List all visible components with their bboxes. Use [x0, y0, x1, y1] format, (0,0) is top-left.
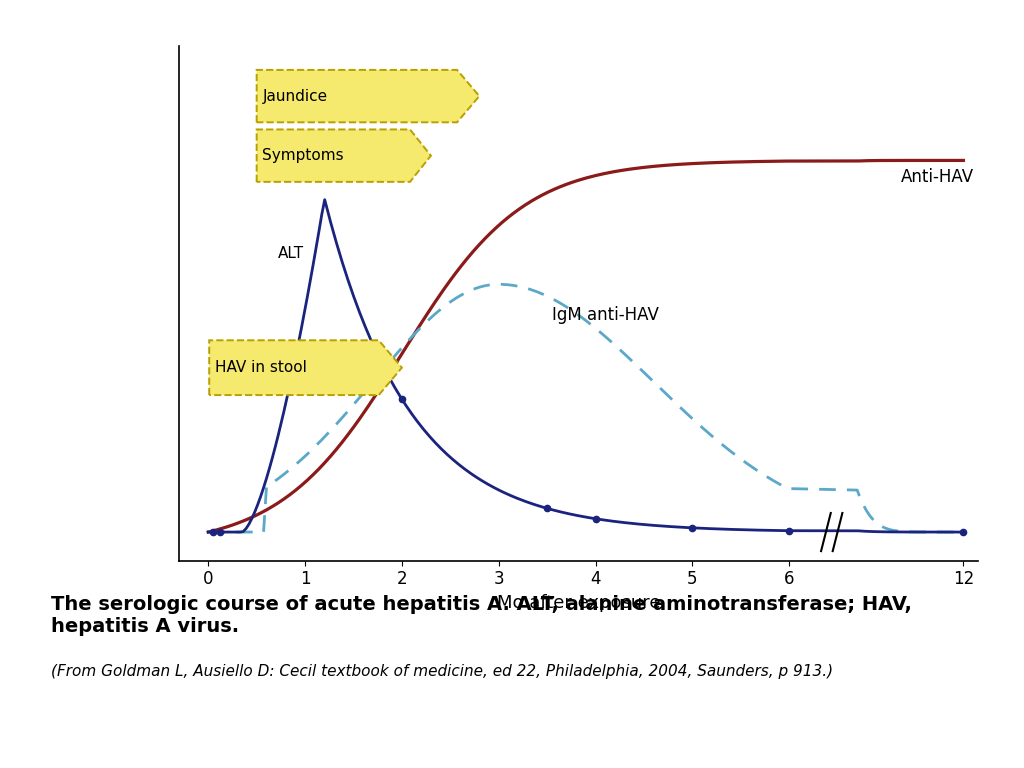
- Text: The serologic course of acute hepatitis A. ALT, alanine aminotransferase; HAV,
h: The serologic course of acute hepatitis …: [51, 595, 912, 636]
- Polygon shape: [257, 70, 479, 122]
- Polygon shape: [209, 340, 401, 395]
- Text: Anti-HAV: Anti-HAV: [901, 168, 975, 186]
- Text: IgM anti-HAV: IgM anti-HAV: [552, 306, 658, 324]
- Text: HAV in stool: HAV in stool: [215, 360, 307, 376]
- Polygon shape: [257, 130, 431, 182]
- Text: (From Goldman L, Ausiello D: Cecil textbook of medicine, ed 22, Philadelphia, 20: (From Goldman L, Ausiello D: Cecil textb…: [51, 664, 834, 680]
- Text: Symptoms: Symptoms: [262, 148, 344, 163]
- Text: ALT: ALT: [278, 246, 304, 261]
- Text: Jaundice: Jaundice: [262, 88, 328, 104]
- X-axis label: Mo after exposure: Mo after exposure: [497, 594, 660, 612]
